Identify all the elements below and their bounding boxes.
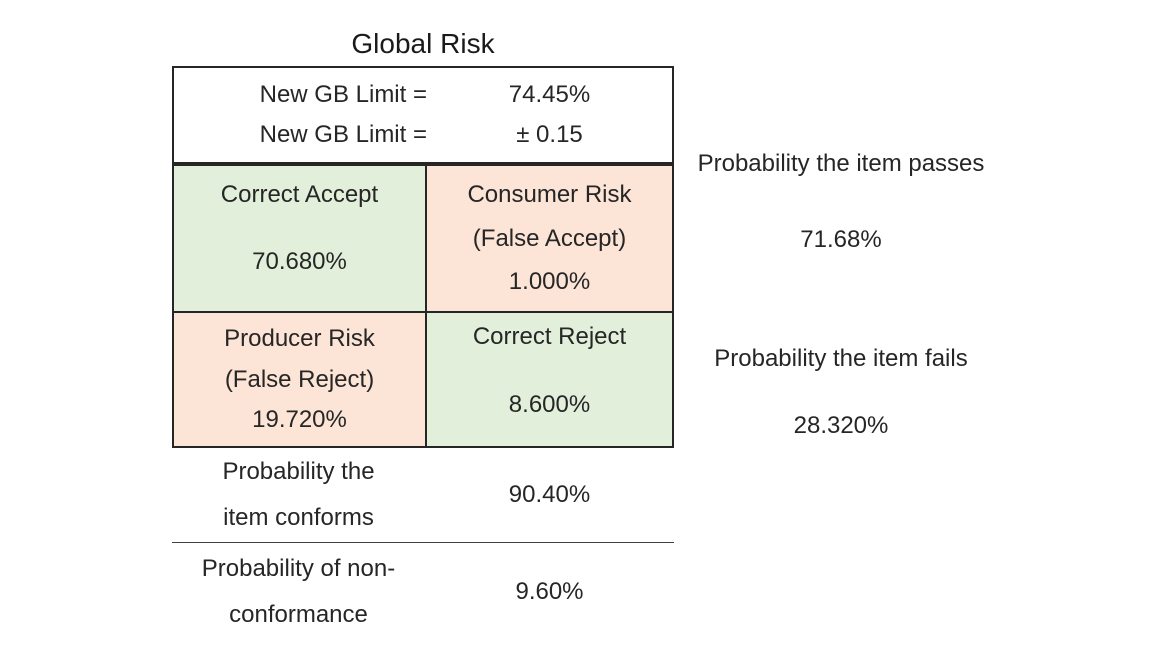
cell-title: Correct Accept xyxy=(220,181,379,208)
cell-title: Consumer Risk xyxy=(467,181,632,209)
fails-value: 28.320% xyxy=(793,412,889,439)
cell-title: Producer Risk xyxy=(224,325,375,353)
nonconformance-row: Probability of non- conformance 9.60% xyxy=(172,543,674,640)
cell-correct-accept: Correct Accept 70.680% xyxy=(174,166,427,313)
cell-consumer-risk: Consumer Risk (False Accept) 1.000% xyxy=(427,166,672,313)
fails-label: Probability the item fails xyxy=(714,345,968,372)
gb-limit-row: New GB Limit = ± 0.15 xyxy=(174,121,672,149)
passes-label: Probability the item passes xyxy=(697,150,985,177)
gb-limit-box: New GB Limit = 74.45% New GB Limit = ± 0… xyxy=(172,66,674,164)
conforms-label-line1: Probability the xyxy=(222,458,375,485)
nonconformance-label: Probability of non- conformance xyxy=(172,546,425,638)
gb-limit-row: New GB Limit = 74.45% xyxy=(174,81,672,109)
nonconformance-value: 9.60% xyxy=(515,577,584,605)
nonconformance-label-line2: conformance xyxy=(229,600,368,628)
cell-subtitle: (False Accept) xyxy=(472,224,627,252)
gb-limit-label: New GB Limit = xyxy=(259,121,427,149)
cell-value: 1.000% xyxy=(508,267,591,295)
conforms-label: Probability the item conforms xyxy=(172,449,425,541)
cell-value: 8.600% xyxy=(508,391,591,418)
gb-limit-value: 74.45% xyxy=(508,80,591,108)
gb-limit-label: New GB Limit = xyxy=(259,80,427,108)
cell-subtitle: (False Reject) xyxy=(224,365,375,393)
conforms-row: Probability the item conforms 90.40% xyxy=(172,448,674,543)
cell-correct-reject: Correct Reject 8.600% xyxy=(427,313,672,446)
cell-title: Correct Reject xyxy=(472,323,627,350)
gb-limit-tolerance-value: ± 0.15 xyxy=(516,121,583,149)
passes-value: 71.68% xyxy=(800,226,882,253)
conforms-label-line2: item conforms xyxy=(223,504,374,531)
cell-value: 19.720% xyxy=(252,405,347,433)
risk-matrix: Correct Accept 70.680% Consumer Risk (Fa… xyxy=(172,164,674,448)
summary-section: Probability the item conforms 90.40% Pro… xyxy=(172,448,674,640)
table-title: Global Risk xyxy=(351,28,495,59)
conforms-value: 90.40% xyxy=(508,481,591,508)
cell-producer-risk: Producer Risk (False Reject) 19.720% xyxy=(174,313,427,446)
cell-value: 70.680% xyxy=(252,248,347,275)
nonconformance-label-line1: Probability of non- xyxy=(201,554,396,582)
